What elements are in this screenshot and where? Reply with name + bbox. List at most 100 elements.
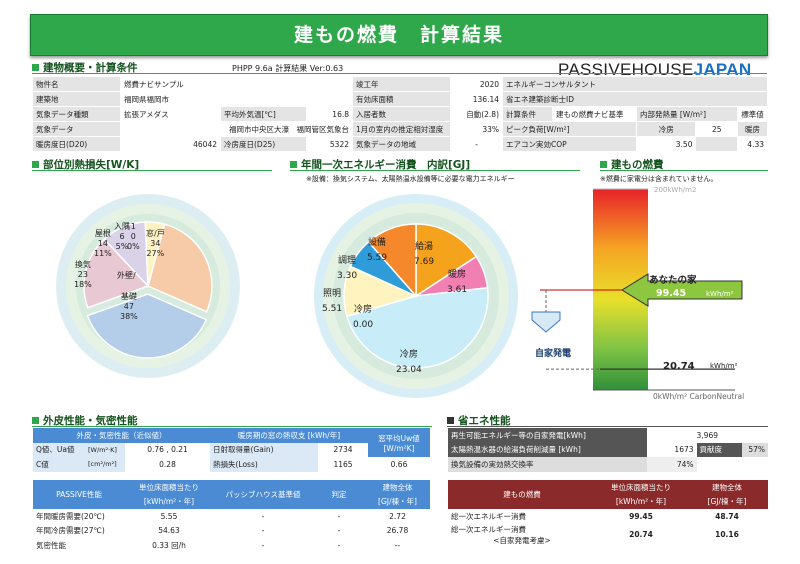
envelope-table: 外皮・気密性能（近似値） 暖房期の窓の熱収支 [kWh/年] 窓平均Uw値 [W/… (33, 428, 430, 472)
pie-slice (144, 221, 166, 287)
th: パッシブハウス基準値 (213, 480, 313, 509)
th-line: [W/m²K] (383, 443, 415, 453)
td: [W/m²·K] (85, 442, 125, 457)
label: 11% (94, 249, 112, 258)
td-line: 総一次エネルギー消費 (451, 524, 526, 534)
cell: 自動(2.8) (450, 106, 503, 122)
label: 設備 (368, 238, 387, 248)
solar-arrow-icon (531, 311, 561, 333)
bullet-icon (290, 161, 297, 168)
energy-saving-heading-text: 省エネ性能 (458, 415, 511, 427)
pie2-label-shomei: 照明 5.51 (322, 287, 342, 317)
cell: 冷房 (635, 121, 697, 137)
brand-logo: PASSIVEHOUSEJAPAN (558, 60, 751, 80)
td: [cm²/m²] (85, 457, 125, 472)
label: 入隅 (114, 222, 130, 231)
cell: 暖房度日(D20) (32, 136, 121, 152)
th: 窓平均Uw値 [W/m²K] (368, 428, 430, 457)
td: 5.55 (160, 511, 178, 521)
label: 38% (120, 312, 138, 321)
bullet-icon (32, 417, 39, 424)
cell: 内部発熱量 [W/m²] (636, 106, 738, 122)
pie-slice (367, 223, 417, 298)
cell: 拡張アメダス (120, 106, 221, 122)
label: 5.59 (367, 253, 388, 263)
td: 20.74 (629, 530, 653, 539)
label: 3.61 (447, 285, 468, 295)
td: C値 (33, 457, 85, 472)
cell: 福岡市中央区大濠 福岡管区気象台 (120, 121, 353, 137)
label: 27% (146, 249, 165, 258)
pie2-label-setsubi: 設備 5.59 (367, 236, 387, 266)
label: 3.30 (337, 271, 358, 281)
cell: 冷房度日(D25) (220, 136, 307, 152)
td: 1673 (674, 445, 694, 455)
pie1-label-corner: 入隅 6 5% (114, 222, 130, 252)
td: 2.72 (389, 511, 406, 521)
th: [GJ/棟・年] (365, 494, 430, 509)
td: 熱損失(Loss) (210, 457, 318, 472)
your-house-arrow (621, 273, 743, 307)
td: - (337, 526, 341, 536)
cell: 建もの燃費ナビ基準 (552, 106, 637, 122)
th: 太陽熱温水器の給湯負荷削減量 [kWh] (448, 442, 647, 457)
label: 23.04 (396, 365, 422, 375)
version-text: PHPP 9.6a 計算結果 Ver:0.63 (232, 64, 344, 73)
pie2-label-chori: 調理 3.30 (337, 254, 357, 284)
cell: 3.50 (635, 136, 697, 152)
cell: 暖房 (737, 121, 768, 137)
td: 総一次エネルギー消費 (451, 511, 526, 521)
label: 窓/戸 (146, 229, 165, 238)
cell: エアコン実効COP (502, 136, 637, 152)
passive-table: PASSIVE性能 単位床面積当たり パッシブハウス基準値 判定 建物全体 [k… (33, 480, 430, 553)
pie1-label-vent: 換気 23 18% (74, 260, 92, 290)
label: 冷房 (399, 350, 418, 360)
th: 再生可能エネルギー等の自家発電[kWh] (448, 428, 647, 443)
heat-loss-pie (56, 194, 240, 378)
label: 5.51 (322, 304, 343, 314)
td: -- (394, 540, 401, 550)
th: 貢献度 (696, 442, 742, 457)
fuel-table: 建もの燃費 単位床面積当たり 建物全体 [kWh/m²・年] [GJ/棟・年] … (448, 480, 768, 546)
label: 6 (119, 232, 125, 241)
cell: 物件名 (32, 76, 121, 92)
cell: 気象データの地域 (352, 136, 451, 152)
td: - (261, 540, 265, 550)
td: 0.28 (159, 459, 176, 469)
pie1-label-zero: 1 0 0% (127, 222, 140, 252)
pie-slice (415, 223, 478, 298)
net-value: 20.74 (663, 361, 695, 372)
heat-loss-heading: 部位別熱損失[W/K] (32, 157, 139, 172)
th-line: 窓平均Uw値 (378, 433, 420, 443)
cell: 入居者数 (352, 106, 451, 122)
energy-saving-heading: 省エネ性能 (447, 413, 511, 428)
td: Q値、Ua値 (33, 442, 85, 457)
cell: 平均外気温[℃] (220, 106, 307, 122)
bullet-icon (600, 161, 607, 168)
th: [kWh/m²・年] (596, 494, 686, 509)
energy-pie (314, 194, 518, 398)
td: 年間冷房需要(27℃) (36, 526, 105, 536)
cell: 有効床面積 (352, 91, 451, 107)
label: 18% (74, 280, 92, 289)
th: 建物全体 (365, 480, 430, 495)
td: 0.76 , 0.21 (147, 445, 188, 455)
cell: 建築地 (32, 91, 121, 107)
label: 屋根 (94, 229, 111, 238)
cell: 竣工年 (352, 76, 451, 92)
th: 単位床面積当たり (125, 480, 213, 495)
td: 26.78 (386, 526, 409, 536)
th: 暖房期の窓の熱収支 [kWh/年] (210, 428, 368, 443)
td: 気密性能 (36, 540, 66, 550)
td: 74% (646, 457, 697, 472)
gauge-note: ※燃費に家電分は含まれていません。 (600, 175, 718, 183)
pie2-label-reibo: 冷房 23.04 (396, 348, 422, 378)
td: 2734 (333, 445, 353, 455)
cell: 25 (695, 121, 738, 137)
label: 調理 (338, 256, 357, 266)
label: 給湯 (415, 242, 434, 252)
label: 7.69 (414, 257, 435, 267)
fuel-heading: 建もの燃費 (600, 157, 664, 172)
fuel-heading-text: 建もの燃費 (611, 159, 664, 171)
pie1-label-roof: 屋根 14 11% (94, 229, 112, 259)
